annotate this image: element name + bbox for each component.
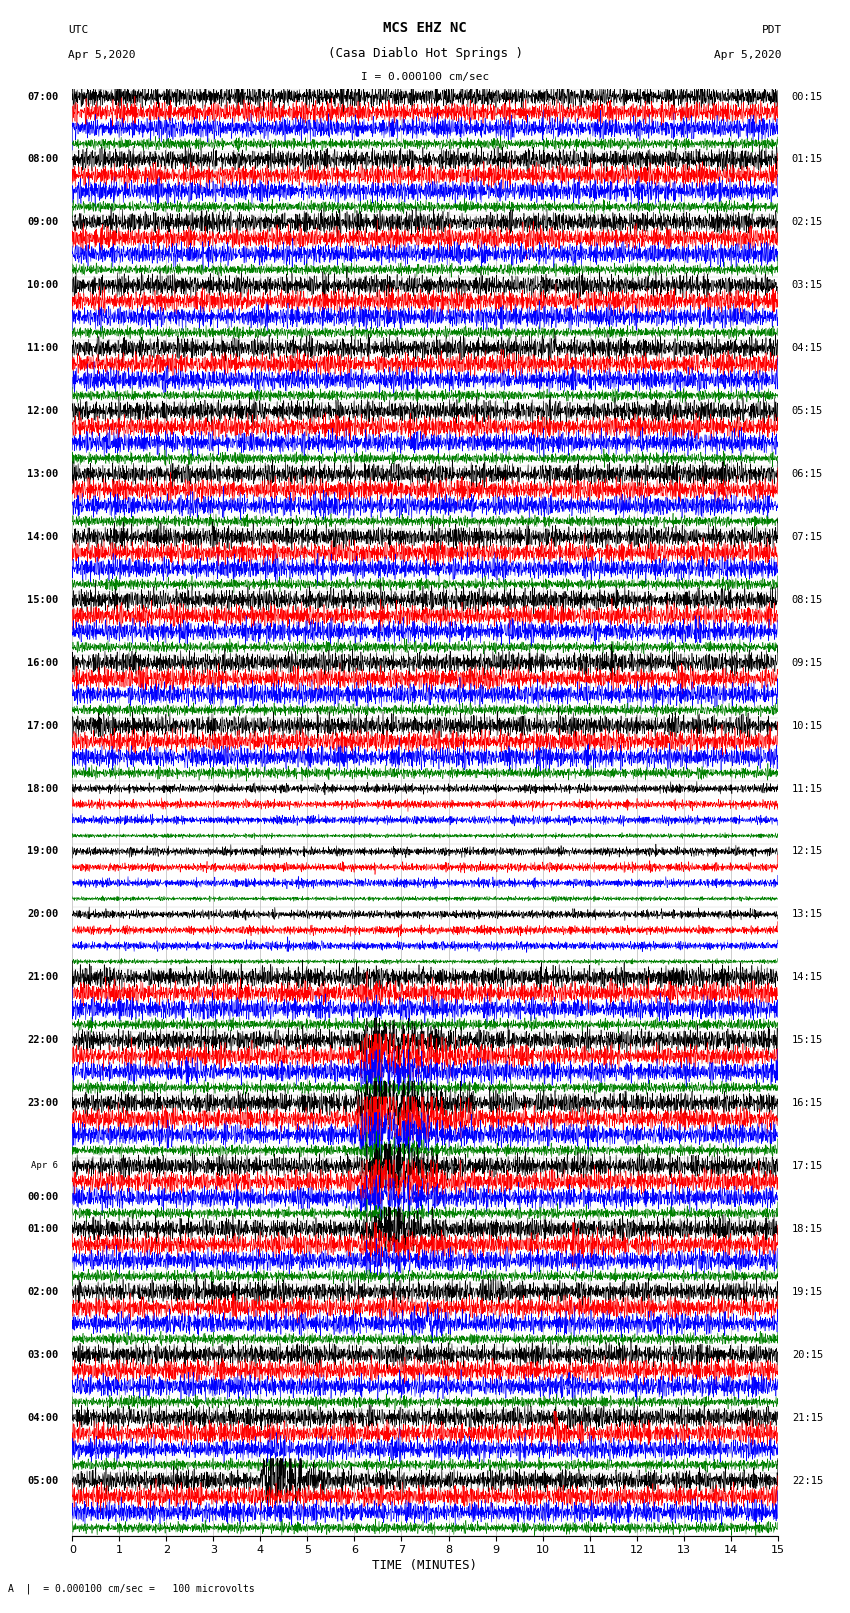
- Text: 22:15: 22:15: [792, 1476, 823, 1486]
- Text: 18:00: 18:00: [27, 784, 58, 794]
- Text: Apr 5,2020: Apr 5,2020: [715, 50, 782, 60]
- Text: 03:15: 03:15: [792, 281, 823, 290]
- Text: 17:00: 17:00: [27, 721, 58, 731]
- Text: 19:00: 19:00: [27, 847, 58, 857]
- Text: 13:15: 13:15: [792, 910, 823, 919]
- Text: 10:00: 10:00: [27, 281, 58, 290]
- Text: 09:00: 09:00: [27, 218, 58, 227]
- Text: 14:00: 14:00: [27, 532, 58, 542]
- Text: 10:15: 10:15: [792, 721, 823, 731]
- Text: 21:15: 21:15: [792, 1413, 823, 1423]
- Text: PDT: PDT: [762, 26, 782, 35]
- Text: 20:00: 20:00: [27, 910, 58, 919]
- Text: 05:00: 05:00: [27, 1476, 58, 1486]
- Text: 04:15: 04:15: [792, 344, 823, 353]
- Text: 00:00: 00:00: [27, 1192, 58, 1202]
- Text: 11:00: 11:00: [27, 344, 58, 353]
- Text: Apr 5,2020: Apr 5,2020: [68, 50, 135, 60]
- Text: 16:00: 16:00: [27, 658, 58, 668]
- Text: 12:15: 12:15: [792, 847, 823, 857]
- Text: 04:00: 04:00: [27, 1413, 58, 1423]
- Text: 22:00: 22:00: [27, 1036, 58, 1045]
- Text: 02:00: 02:00: [27, 1287, 58, 1297]
- Text: 14:15: 14:15: [792, 973, 823, 982]
- Text: 11:15: 11:15: [792, 784, 823, 794]
- Text: 19:15: 19:15: [792, 1287, 823, 1297]
- Text: 13:00: 13:00: [27, 469, 58, 479]
- Text: 01:15: 01:15: [792, 155, 823, 165]
- Text: UTC: UTC: [68, 26, 88, 35]
- Text: I = 0.000100 cm/sec: I = 0.000100 cm/sec: [361, 73, 489, 82]
- Text: 15:00: 15:00: [27, 595, 58, 605]
- Text: 09:15: 09:15: [792, 658, 823, 668]
- Text: 03:00: 03:00: [27, 1350, 58, 1360]
- Text: 18:15: 18:15: [792, 1224, 823, 1234]
- Text: 12:00: 12:00: [27, 406, 58, 416]
- Text: 08:00: 08:00: [27, 155, 58, 165]
- Text: 00:15: 00:15: [792, 92, 823, 102]
- Text: 20:15: 20:15: [792, 1350, 823, 1360]
- Text: A  |  = 0.000100 cm/sec =   100 microvolts: A | = 0.000100 cm/sec = 100 microvolts: [8, 1582, 255, 1594]
- Text: 21:00: 21:00: [27, 973, 58, 982]
- Text: 07:15: 07:15: [792, 532, 823, 542]
- Text: 23:00: 23:00: [27, 1098, 58, 1108]
- Text: 15:15: 15:15: [792, 1036, 823, 1045]
- Text: 08:15: 08:15: [792, 595, 823, 605]
- Text: 17:15: 17:15: [792, 1161, 823, 1171]
- X-axis label: TIME (MINUTES): TIME (MINUTES): [372, 1560, 478, 1573]
- Text: 02:15: 02:15: [792, 218, 823, 227]
- Text: MCS EHZ NC: MCS EHZ NC: [383, 21, 467, 35]
- Text: 07:00: 07:00: [27, 92, 58, 102]
- Text: 16:15: 16:15: [792, 1098, 823, 1108]
- Text: 06:15: 06:15: [792, 469, 823, 479]
- Text: 05:15: 05:15: [792, 406, 823, 416]
- Text: 01:00: 01:00: [27, 1224, 58, 1234]
- Text: Apr 6: Apr 6: [31, 1161, 58, 1171]
- Text: (Casa Diablo Hot Springs ): (Casa Diablo Hot Springs ): [327, 47, 523, 60]
